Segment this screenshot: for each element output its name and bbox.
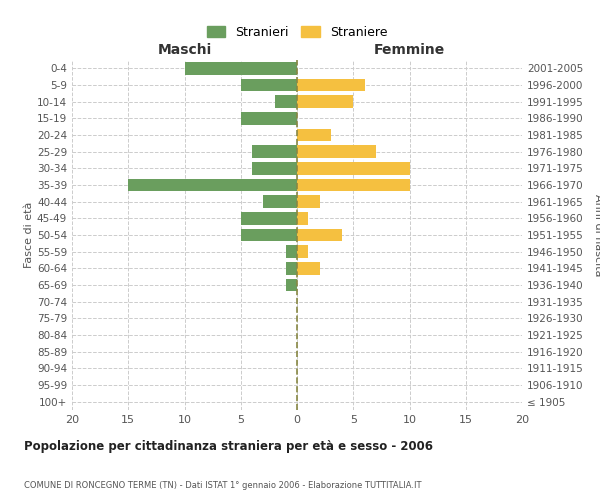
- Bar: [297, 196, 320, 208]
- Bar: [286, 279, 297, 291]
- Bar: [241, 112, 297, 124]
- Text: Popolazione per cittadinanza straniera per età e sesso - 2006: Popolazione per cittadinanza straniera p…: [24, 440, 433, 453]
- Bar: [297, 146, 376, 158]
- Y-axis label: Anni di nascita: Anni di nascita: [593, 194, 600, 276]
- Bar: [297, 246, 308, 258]
- Bar: [252, 162, 297, 174]
- Bar: [297, 162, 409, 174]
- Bar: [275, 96, 297, 108]
- Legend: Stranieri, Straniere: Stranieri, Straniere: [202, 20, 392, 44]
- Bar: [297, 96, 353, 108]
- Bar: [252, 146, 297, 158]
- Bar: [241, 229, 297, 241]
- Bar: [286, 246, 297, 258]
- Bar: [241, 212, 297, 224]
- Text: Maschi: Maschi: [157, 42, 212, 56]
- Bar: [286, 262, 297, 274]
- Y-axis label: Fasce di età: Fasce di età: [24, 202, 34, 268]
- Text: COMUNE DI RONCEGNO TERME (TN) - Dati ISTAT 1° gennaio 2006 - Elaborazione TUTTIT: COMUNE DI RONCEGNO TERME (TN) - Dati IST…: [24, 480, 421, 490]
- Bar: [297, 262, 320, 274]
- Bar: [297, 179, 409, 191]
- Bar: [297, 78, 365, 91]
- Bar: [241, 78, 297, 91]
- Bar: [185, 62, 297, 74]
- Bar: [297, 229, 342, 241]
- Bar: [263, 196, 297, 208]
- Bar: [297, 128, 331, 141]
- Bar: [128, 179, 297, 191]
- Text: Femmine: Femmine: [374, 42, 445, 56]
- Bar: [297, 212, 308, 224]
